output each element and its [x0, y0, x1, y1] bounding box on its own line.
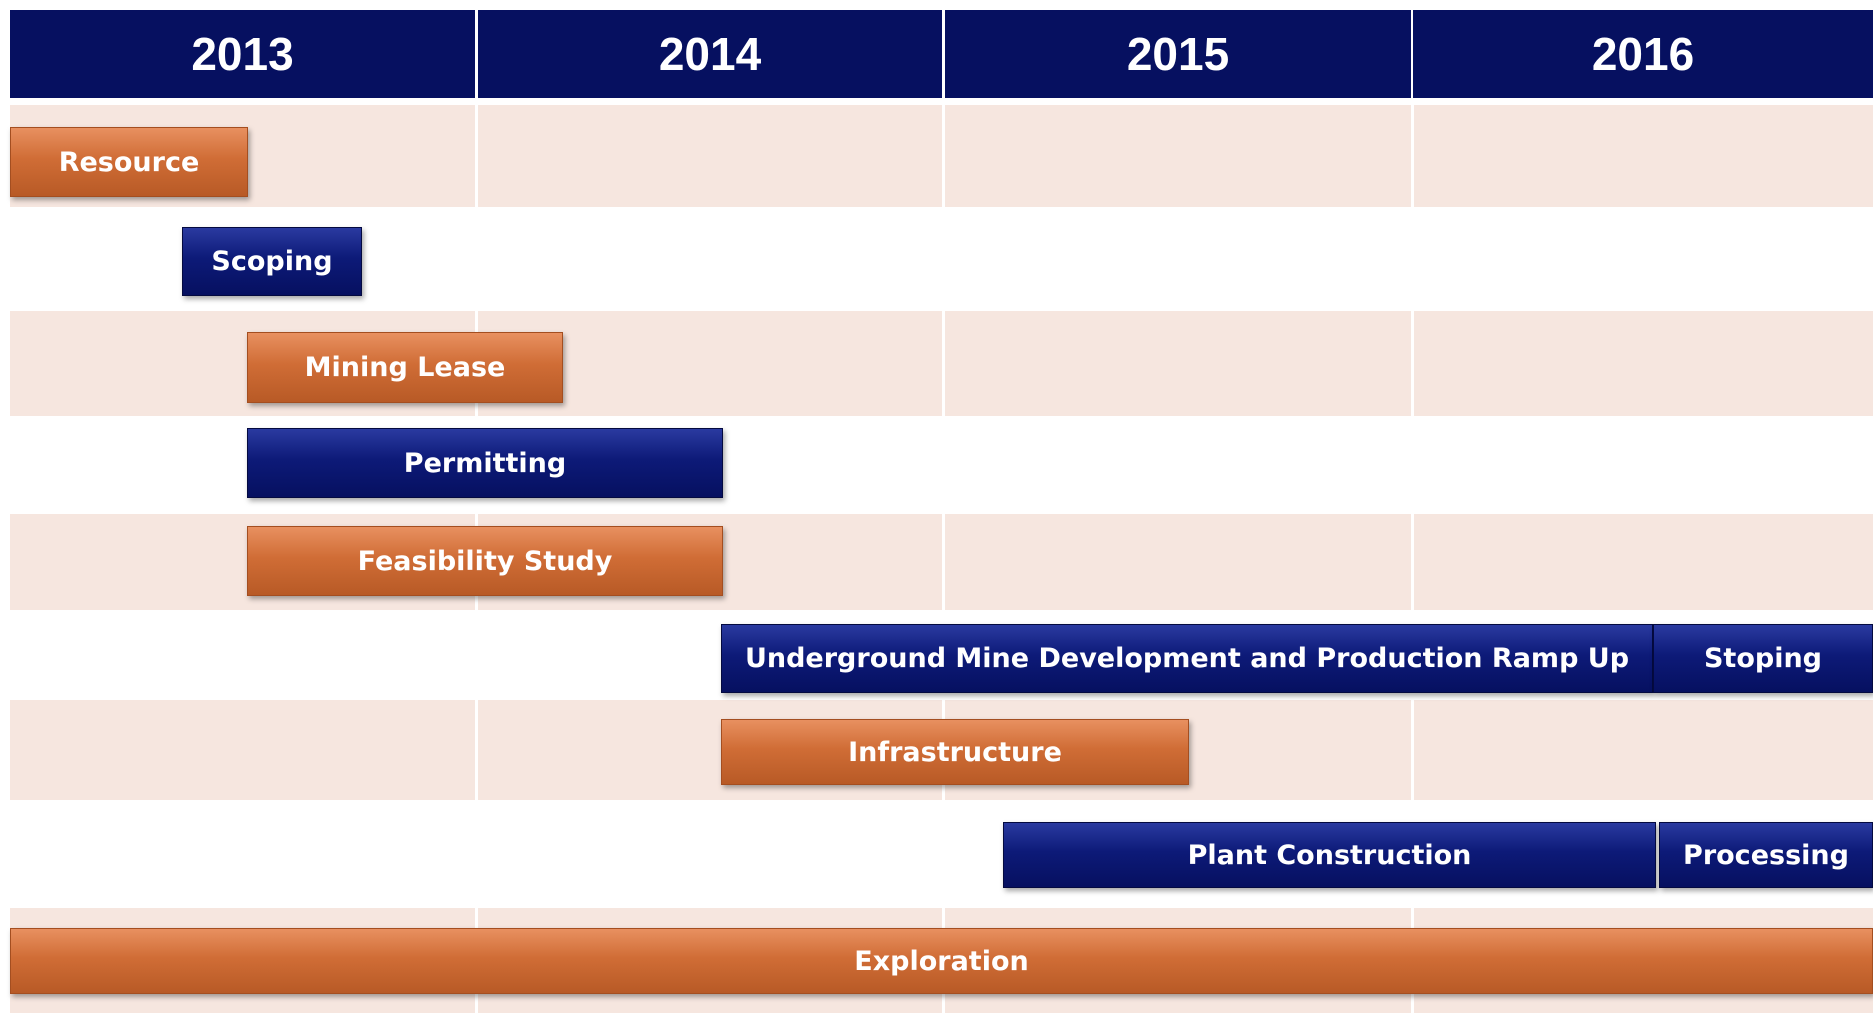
year-header: 2015	[945, 10, 1411, 98]
year-header: 2016	[1413, 10, 1873, 98]
year-header: 2013	[10, 10, 475, 98]
year-header: 2014	[478, 10, 942, 98]
task-bar: Underground Mine Development and Product…	[721, 624, 1653, 693]
task-bar: Exploration	[10, 928, 1873, 994]
column-divider	[942, 105, 945, 1013]
task-bar: Plant Construction	[1003, 822, 1656, 888]
task-bar: Stoping	[1653, 624, 1873, 693]
row-band	[10, 105, 1873, 207]
task-bar: Resource	[10, 127, 248, 197]
column-divider	[1411, 105, 1414, 1013]
task-bar: Scoping	[182, 227, 362, 296]
task-bar: Infrastructure	[721, 719, 1189, 785]
task-bar: Mining Lease	[247, 332, 563, 403]
task-bar: Permitting	[247, 428, 723, 498]
task-bar: Processing	[1659, 822, 1873, 888]
task-bar: Feasibility Study	[247, 526, 723, 596]
